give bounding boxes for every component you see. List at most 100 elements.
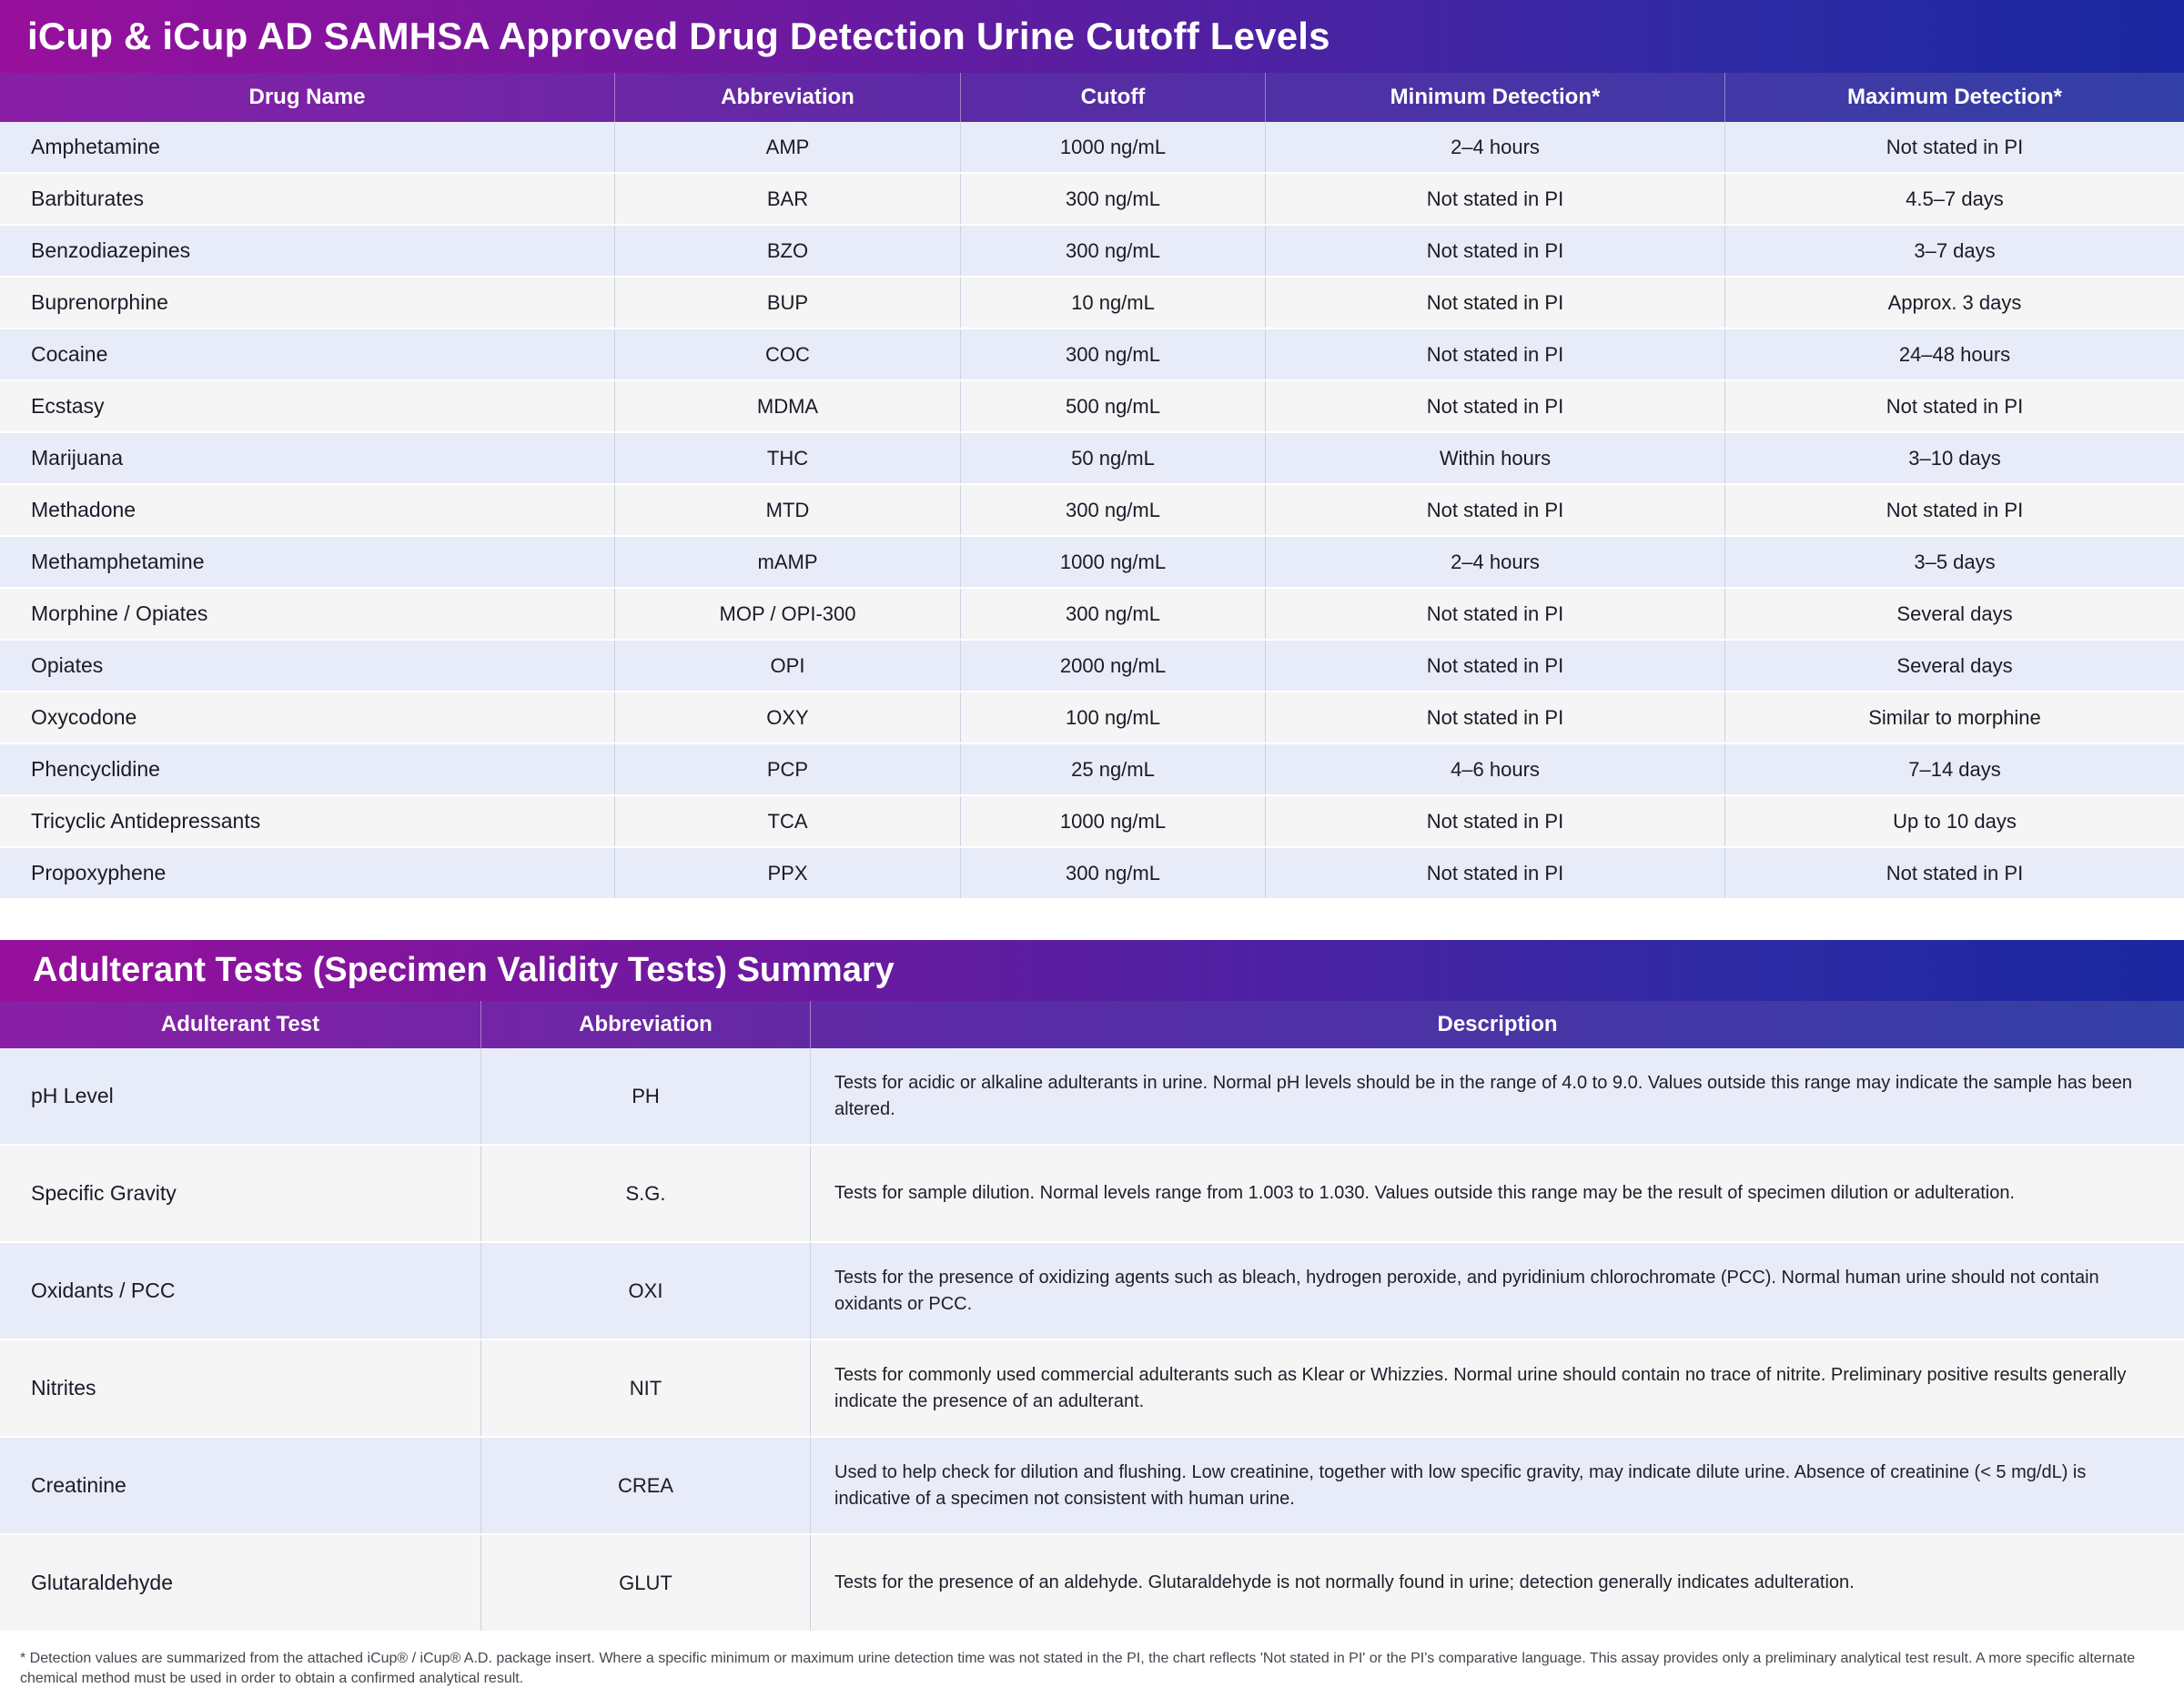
min-detection-cell: Not stated in PI [1265,796,1724,846]
cutoff-cell: 300 ng/mL [960,485,1265,535]
col-header-cutoff: Cutoff [960,73,1265,122]
footnote: * Detection values are summarized from t… [20,1651,2136,1687]
table-row: Phencyclidine PCP 25 ng/mL 4–6 hours 7–1… [0,744,2184,796]
cutoff-cell: 500 ng/mL [960,381,1265,431]
adulterant-table-header-row: Adulterant Test Abbreviation Description [0,1001,2184,1048]
drug-name-cell: Buprenorphine [31,290,168,314]
cutoff-cell: 1000 ng/mL [960,537,1265,587]
col-header-drug-name: Drug Name [248,85,366,109]
drug-table-header-row: Drug Name Abbreviation Cutoff Minimum De… [0,73,2184,122]
cutoff-cell: 2000 ng/mL [960,641,1265,691]
abbreviation-cell: S.G. [480,1146,810,1241]
adulterant-test-cell: pH Level [31,1084,114,1107]
abbreviation-cell: CREA [480,1438,810,1533]
adulterant-test-cell: Creatinine [31,1473,126,1497]
col-header-description: Description [810,1001,2184,1048]
adulterant-tests-table: Adulterant Test Abbreviation Description… [0,1001,2184,1632]
min-detection-cell: 2–4 hours [1265,537,1724,587]
adulterant-test-cell: Glutaraldehyde [31,1571,173,1594]
drug-name-cell: Propoxyphene [31,861,167,884]
max-detection-cell: Similar to morphine [1724,692,2184,743]
col-header-max-detection: Maximum Detection* [1724,73,2184,122]
abbreviation-cell: BAR [614,174,960,224]
max-detection-cell: Up to 10 days [1724,796,2184,846]
drug-name-cell: Tricyclic Antidepressants [31,809,261,833]
table-row: Ecstasy MDMA 500 ng/mL Not stated in PI … [0,381,2184,433]
table-row: pH Level PH Tests for acidic or alkaline… [0,1048,2184,1146]
max-detection-cell: 3–10 days [1724,433,2184,483]
max-detection-cell: Not stated in PI [1724,122,2184,172]
table-row: Marijuana THC 50 ng/mL Within hours 3–10… [0,433,2184,485]
drug-name-cell: Benzodiazepines [31,238,191,262]
table-row: Oxidants / PCC OXI Tests for the presenc… [0,1243,2184,1340]
min-detection-cell: 4–6 hours [1265,744,1724,794]
max-detection-cell: Not stated in PI [1724,485,2184,535]
drug-name-cell: Opiates [31,653,104,677]
min-detection-cell: Not stated in PI [1265,174,1724,224]
abbreviation-cell: MTD [614,485,960,535]
table-row: Nitrites NIT Tests for commonly used com… [0,1340,2184,1438]
drug-name-cell: Oxycodone [31,705,137,729]
table-row: Methadone MTD 300 ng/mL Not stated in PI… [0,485,2184,537]
min-detection-cell: Within hours [1265,433,1724,483]
min-detection-cell: Not stated in PI [1265,589,1724,639]
drug-name-cell: Morphine / Opiates [31,601,208,625]
table-row: Morphine / Opiates MOP / OPI-300 300 ng/… [0,589,2184,641]
table-row: Oxycodone OXY 100 ng/mL Not stated in PI… [0,692,2184,744]
drug-name-cell: Ecstasy [31,394,105,418]
table-row: Opiates OPI 2000 ng/mL Not stated in PI … [0,641,2184,692]
max-detection-cell: Several days [1724,589,2184,639]
max-detection-cell: Approx. 3 days [1724,278,2184,328]
table-row: Specific Gravity S.G. Tests for sample d… [0,1146,2184,1243]
adulterant-table-body: pH Level PH Tests for acidic or alkaline… [0,1048,2184,1632]
cutoff-cell: 300 ng/mL [960,329,1265,379]
drug-name-cell: Phencyclidine [31,757,160,781]
cutoff-cell: 25 ng/mL [960,744,1265,794]
drug-cutoff-table: Drug Name Abbreviation Cutoff Minimum De… [0,73,2184,900]
abbreviation-cell: PPX [614,848,960,898]
max-detection-cell: Not stated in PI [1724,381,2184,431]
abbreviation-cell: OXY [614,692,960,743]
abbreviation-cell: NIT [480,1340,810,1436]
max-detection-cell: 3–7 days [1724,226,2184,276]
table-row: Benzodiazepines BZO 300 ng/mL Not stated… [0,226,2184,278]
max-detection-cell: 24–48 hours [1724,329,2184,379]
max-detection-cell: 7–14 days [1724,744,2184,794]
adulterant-test-cell: Specific Gravity [31,1181,177,1205]
table-row: Methamphetamine mAMP 1000 ng/mL 2–4 hour… [0,537,2184,589]
min-detection-cell: Not stated in PI [1265,381,1724,431]
min-detection-cell: Not stated in PI [1265,641,1724,691]
min-detection-cell: Not stated in PI [1265,692,1724,743]
abbreviation-cell: TCA [614,796,960,846]
abbreviation-cell: OPI [614,641,960,691]
table-row: Glutaraldehyde GLUT Tests for the presen… [0,1535,2184,1632]
abbreviation-cell: MDMA [614,381,960,431]
table-row: Barbiturates BAR 300 ng/mL Not stated in… [0,174,2184,226]
cutoff-cell: 300 ng/mL [960,589,1265,639]
page-title: iCup & iCup AD SAMHSA Approved Drug Dete… [27,15,1330,57]
abbreviation-cell: mAMP [614,537,960,587]
min-detection-cell: 2–4 hours [1265,122,1724,172]
cutoff-cell: 1000 ng/mL [960,796,1265,846]
col-header-min-detection: Minimum Detection* [1265,73,1724,122]
table-row: Propoxyphene PPX 300 ng/mL Not stated in… [0,848,2184,900]
table-row: Cocaine COC 300 ng/mL Not stated in PI 2… [0,329,2184,381]
abbreviation-cell: AMP [614,122,960,172]
min-detection-cell: Not stated in PI [1265,485,1724,535]
cutoff-cell: 1000 ng/mL [960,122,1265,172]
table-row: Buprenorphine BUP 10 ng/mL Not stated in… [0,278,2184,329]
drug-name-cell: Amphetamine [31,135,160,158]
description-cell: Used to help check for dilution and flus… [810,1438,2184,1533]
max-detection-cell: 4.5–7 days [1724,174,2184,224]
description-cell: Tests for commonly used commercial adult… [810,1340,2184,1436]
drug-name-cell: Methadone [31,498,136,521]
max-detection-cell: Not stated in PI [1724,848,2184,898]
table-row: Tricyclic Antidepressants TCA 1000 ng/mL… [0,796,2184,848]
abbreviation-cell: MOP / OPI-300 [614,589,960,639]
adulterant-section-title: Adulterant Tests (Specimen Validity Test… [33,951,895,989]
col-header-abbreviation: Abbreviation [614,73,960,122]
drug-name-cell: Barbiturates [31,187,145,210]
abbreviation-cell: BZO [614,226,960,276]
cutoff-cell: 300 ng/mL [960,848,1265,898]
